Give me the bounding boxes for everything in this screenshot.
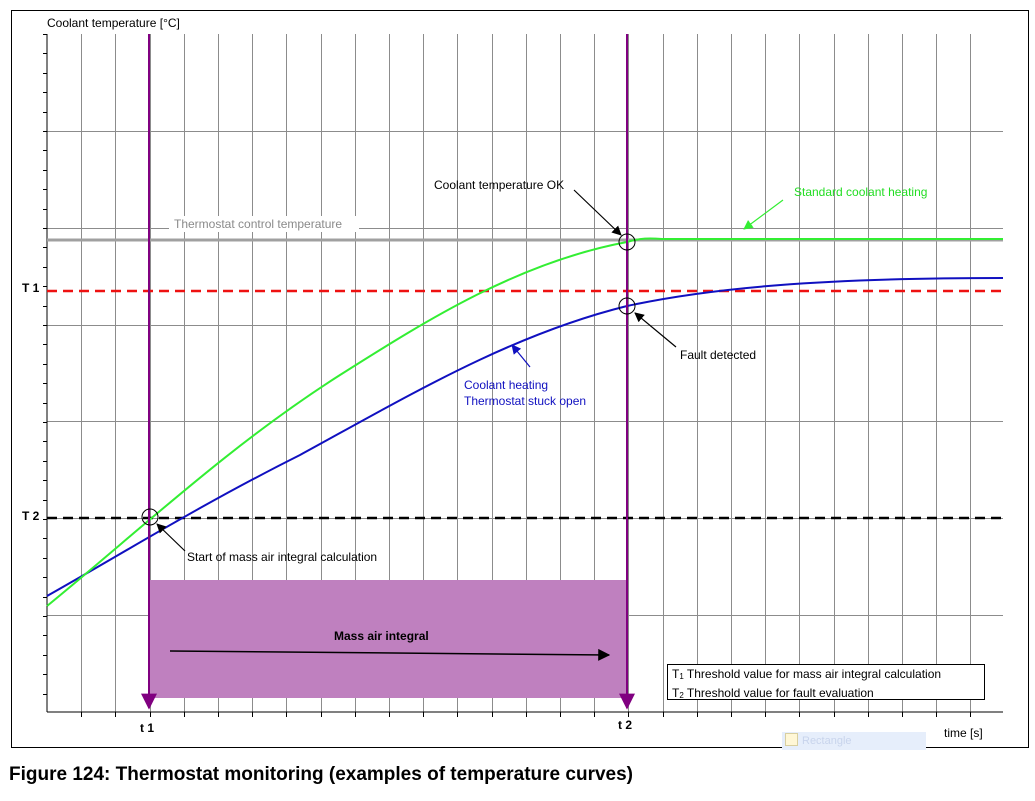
fault-detected-label: Fault detected [680,348,756,362]
legend-t2-text: Threshold value for fault evaluation [686,686,874,700]
T1-label: T 1 [22,281,40,295]
t1-label: t 1 [140,721,154,735]
mass-air-integral-label: Mass air integral [334,629,429,643]
stuck-open-label-line1: Coolant heating [464,378,548,392]
t2-label: t 2 [618,718,632,732]
coolant-ok-label: Coolant temperature OK [434,178,564,192]
legend-t1-sub: 1 [679,672,684,681]
threshold-legend: T1 Threshold value for mass air integral… [667,664,985,700]
watermark-square-icon [785,733,798,746]
start-integral-label: Start of mass air integral calculation [187,550,377,564]
fault-detected-arrow [634,312,677,348]
legend-row-t2: T2 Threshold value for fault evaluation [672,685,980,704]
legend-t1-text: Threshold value for mass air integral ca… [686,667,942,681]
mass-air-integral-area [149,580,627,698]
legend-row-t1: T1 Threshold value for mass air integral… [672,666,980,685]
figure-caption: Figure 124: Thermostat monitoring (examp… [9,764,633,785]
watermark-tag: Rectangle [782,732,926,750]
standard-heating-arrow [743,199,784,230]
legend-t2-symbol: T [672,686,680,700]
coolant-ok-circle [618,233,636,251]
stuck-open-arrow [511,344,531,368]
start-point-circle [141,508,159,526]
T2-label: T 2 [22,509,40,523]
coolant-ok-arrow [573,189,622,236]
mass-air-integral-arrow [169,648,611,661]
thermostat-control-label: Thermostat control temperature [174,217,342,231]
y-axis-label: Coolant temperature [°C] [47,16,180,30]
legend-t1-symbol: T [672,667,680,681]
y-axis-ticks [43,34,47,695]
legend-t2-sub: 2 [679,691,684,700]
standard-heating-label: Standard coolant heating [794,185,927,199]
stuck-open-label-line2: Thermostat stuck open [464,394,586,408]
watermark-text: Rectangle [802,735,852,747]
standard-heating-curve [46,237,1003,607]
fault-detected-circle [618,297,636,315]
start-integral-arrow [156,523,186,552]
stuck-open-curve [46,277,1004,597]
x-axis-label: time [s] [944,726,983,740]
x-axis-ticks [81,712,971,717]
